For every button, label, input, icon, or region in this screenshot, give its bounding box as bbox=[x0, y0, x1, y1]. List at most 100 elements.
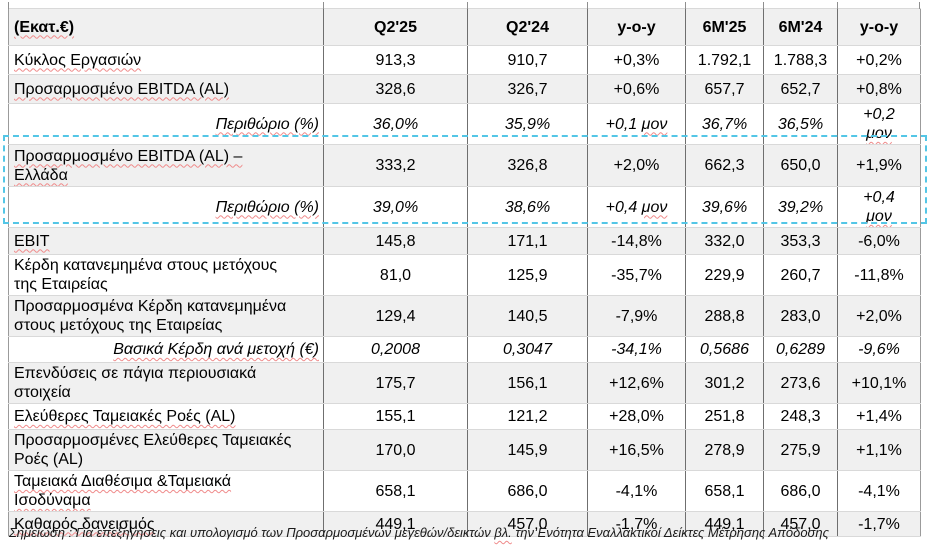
value-cell: -7,9% bbox=[587, 295, 686, 337]
value-cell: 686,0 bbox=[763, 470, 838, 512]
value-cell: 145,9 bbox=[467, 429, 588, 471]
row-label: Επενδύσεις σε πάγια περιουσιακά στοιχεία bbox=[8, 362, 324, 404]
value-cell: 39,0% bbox=[323, 186, 468, 228]
value-cell: 38,6% bbox=[467, 186, 588, 228]
row-label: Περιθώριο (%) bbox=[8, 186, 324, 228]
column-header-q2-24-1: Q2'24 bbox=[467, 8, 588, 46]
value-cell: 650,0 bbox=[763, 144, 838, 187]
unit-header-cell: (Εκατ.€) bbox=[8, 8, 324, 46]
gridline-tick bbox=[467, 2, 468, 9]
misspelled-word: βλ. bbox=[494, 525, 512, 540]
value-cell: 156,1 bbox=[467, 362, 588, 404]
value-cell: 39,6% bbox=[685, 186, 764, 228]
value-cell: +1,4% bbox=[837, 403, 921, 430]
row-label: Προσαρμοσμένο EBITDA (AL) bbox=[8, 74, 324, 104]
row-label: Ελεύθερες Ταμειακές Ροές (AL) bbox=[8, 403, 324, 430]
financial-results-table: (Εκατ.€) Q2'25 Q2'24 y-o-y 6M'25 6M'24 y-o-y … bbox=[8, 8, 921, 537]
table-row: Καθαρός δανεισμός 449,1 457,0 -1,7% 449,1 457… bbox=[8, 511, 921, 537]
value-cell: +0,3% bbox=[587, 45, 686, 75]
value-cell: +0,8% bbox=[837, 74, 921, 104]
table-row: Βασικά Κέρδη ανά μετοχή (€) 0,2008 0,3047-… bbox=[8, 336, 921, 363]
row-label: Βασικά Κέρδη ανά μετοχή (€) bbox=[8, 336, 324, 363]
misspelled-word: μον bbox=[641, 198, 668, 216]
value-cell: 36,7% bbox=[685, 103, 764, 145]
value-cell: 125,9 bbox=[467, 254, 588, 296]
value-cell: 0,6289 bbox=[763, 336, 838, 363]
value-cell: +28,0% bbox=[587, 403, 686, 430]
row-label: Ταμειακά Διαθέσιμα &Ταμειακά Ισοδύναμα bbox=[8, 470, 324, 512]
value-cell: 449,1 bbox=[323, 511, 468, 537]
value-cell: +0,2% bbox=[837, 45, 921, 75]
value-cell: +0,1 μον bbox=[587, 103, 686, 145]
table-row: Κέρδη κατανεμημένα στους μετόχους της Ετ… bbox=[8, 254, 921, 296]
value-cell: 658,1 bbox=[685, 470, 764, 512]
value-cell: 140,5 bbox=[467, 295, 588, 337]
value-cell: 457,0 bbox=[467, 511, 588, 537]
value-cell: 129,4 bbox=[323, 295, 468, 337]
value-cell: 171,1 bbox=[467, 227, 588, 255]
table-row: Ταμειακά Διαθέσιμα &Ταμειακά Ισοδύναμα 65… bbox=[8, 470, 921, 512]
value-cell: 155,1 bbox=[323, 403, 468, 430]
header-row: (Εκατ.€) Q2'25 Q2'24 y-o-y 6M'25 6M'24 y-o-y bbox=[8, 8, 921, 46]
column-header-6m-25-3: 6M'25 bbox=[685, 8, 764, 46]
column-header-y-o-y-2: y-o-y bbox=[587, 8, 686, 46]
value-cell: -4,1% bbox=[837, 470, 921, 512]
table-row: Περιθώριο (%) 39,0% 38,6% +0,4 μον 39,6% 39,2… bbox=[8, 186, 921, 228]
value-cell: 39,2% bbox=[763, 186, 838, 228]
row-label: Κύκλος Εργασιών bbox=[8, 45, 324, 75]
value-cell: 913,3 bbox=[323, 45, 468, 75]
value-cell: 81,0 bbox=[323, 254, 468, 296]
value-cell: -4,1% bbox=[587, 470, 686, 512]
value-cell: -35,7% bbox=[587, 254, 686, 296]
value-cell: +0,6% bbox=[587, 74, 686, 104]
value-cell: 36,5% bbox=[763, 103, 838, 145]
value-cell: 36,0% bbox=[323, 103, 468, 145]
value-cell: 449,1 bbox=[685, 511, 764, 537]
value-cell: 326,7 bbox=[467, 74, 588, 104]
row-label: Προσαρμοσμένα Κέρδη κατανεμημένα στους μ… bbox=[8, 295, 324, 337]
value-cell: -14,8% bbox=[587, 227, 686, 255]
gridline-tick bbox=[323, 2, 324, 9]
misspelled-word: μον bbox=[866, 208, 892, 225]
value-cell: 251,8 bbox=[685, 403, 764, 430]
value-cell: 275,9 bbox=[763, 429, 838, 471]
table-row: Ελεύθερες Ταμειακές Ροές (AL) 155,1 121,2 +… bbox=[8, 403, 921, 430]
value-cell: +16,5% bbox=[587, 429, 686, 471]
gridline-tick bbox=[763, 2, 764, 9]
value-cell: +2,0% bbox=[587, 144, 686, 187]
value-cell: +1,9% bbox=[837, 144, 921, 187]
value-cell: -1,7% bbox=[837, 511, 921, 537]
value-cell: -11,8% bbox=[837, 254, 921, 296]
value-cell: 1.792,1 bbox=[685, 45, 764, 75]
row-label: Προσαρμοσμένες Ελεύθερες Ταμειακές Ροές … bbox=[8, 429, 324, 471]
gridline-tick bbox=[587, 2, 588, 9]
column-header-q2-25-0: Q2'25 bbox=[323, 8, 468, 46]
table-row: Προσαρμοσμένο EBITDA (AL) 328,6 326,7 +0,6%… bbox=[8, 74, 921, 104]
value-cell: -9,6% bbox=[837, 336, 921, 363]
value-cell: 332,0 bbox=[685, 227, 764, 255]
table-header: (Εκατ.€) Q2'25 Q2'24 y-o-y 6M'25 6M'24 y-o-y bbox=[8, 8, 921, 46]
table-row: Προσαρμοσμένα Κέρδη κατανεμημένα στους μ… bbox=[8, 295, 921, 337]
value-cell: 301,2 bbox=[685, 362, 764, 404]
value-cell: 328,6 bbox=[323, 74, 468, 104]
value-cell: 283,0 bbox=[763, 295, 838, 337]
row-label: Περιθώριο (%) bbox=[8, 103, 324, 145]
value-cell: 145,8 bbox=[323, 227, 468, 255]
value-cell: +10,1% bbox=[837, 362, 921, 404]
value-cell: 1.788,3 bbox=[763, 45, 838, 75]
value-cell: 278,9 bbox=[685, 429, 764, 471]
value-cell: 35,9% bbox=[467, 103, 588, 145]
table-row: EBIT 145,8 171,1 -14,8% 332,0 353,3 -6,0% bbox=[8, 227, 921, 255]
row-label: Καθαρός δανεισμός bbox=[8, 511, 324, 537]
value-cell: 333,2 bbox=[323, 144, 468, 187]
value-cell: 260,7 bbox=[763, 254, 838, 296]
value-cell: 229,9 bbox=[685, 254, 764, 296]
column-header-6m-24-4: 6M'24 bbox=[763, 8, 838, 46]
table-body: Κύκλος Εργασιών 913,3 910,7 +0,3% 1.792,1 1.7… bbox=[8, 45, 921, 537]
value-cell: +12,6% bbox=[587, 362, 686, 404]
value-cell: -1,7% bbox=[587, 511, 686, 537]
value-cell: +2,0% bbox=[837, 295, 921, 337]
value-cell: 121,2 bbox=[467, 403, 588, 430]
value-cell: 273,6 bbox=[763, 362, 838, 404]
